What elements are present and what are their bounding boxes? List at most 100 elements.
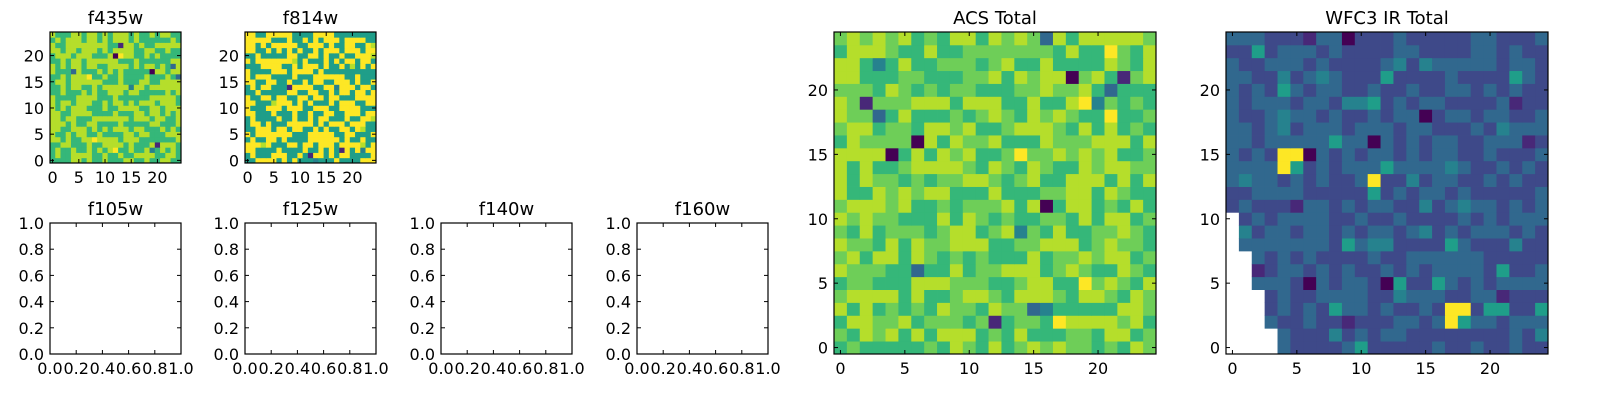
heatmap-cell — [271, 126, 277, 132]
heatmap-cell — [355, 89, 361, 96]
heatmap-cell — [911, 147, 925, 162]
heatmap-cell — [133, 73, 140, 80]
heatmap-cell — [1001, 238, 1015, 252]
heatmap-cell — [107, 136, 114, 143]
heatmap-cell — [271, 79, 277, 85]
heatmap-cell — [65, 32, 72, 38]
heatmap-cell — [55, 142, 61, 148]
heatmap-cell — [962, 302, 977, 316]
heatmap-cell — [107, 52, 114, 59]
heatmap-cell — [86, 121, 93, 127]
heatmap-cell — [76, 79, 82, 85]
heatmap-cell — [65, 152, 72, 159]
heatmap-cell — [988, 263, 1002, 278]
heatmap-cell — [149, 52, 156, 59]
heatmap-cell — [1130, 263, 1144, 278]
heatmap-cell — [1470, 83, 1484, 97]
heatmap-cell — [1117, 147, 1131, 162]
heatmap-cell — [360, 47, 366, 54]
heatmap-cell — [1290, 263, 1304, 278]
heatmap-cell — [102, 84, 109, 91]
heatmap-cell — [1104, 315, 1118, 329]
heatmap-cell — [170, 115, 177, 122]
heatmap-cell — [318, 84, 324, 91]
heatmap-cell — [328, 37, 335, 43]
x-tick-label: 0.4 — [677, 359, 702, 378]
heatmap-cell — [86, 47, 93, 54]
heatmap-cell — [255, 152, 262, 159]
heatmap-cell — [60, 94, 67, 101]
heatmap-cell — [1143, 341, 1157, 355]
heatmap-cell — [276, 79, 283, 85]
heatmap-cell — [1091, 250, 1105, 265]
heatmap-cell — [1290, 83, 1304, 97]
heatmap-cell — [911, 315, 925, 329]
heatmap-cell — [165, 115, 171, 122]
heatmap-cell — [1040, 135, 1054, 149]
heatmap-cell — [949, 32, 964, 46]
heatmap-cell — [949, 225, 964, 239]
heatmap-cell — [250, 136, 256, 143]
heatmap-cell — [859, 135, 874, 149]
heatmap-cell — [1078, 147, 1092, 162]
heatmap-cell — [949, 276, 964, 290]
heatmap-cell — [102, 105, 109, 111]
heatmap-cell — [91, 126, 98, 132]
heatmap-cell — [1419, 57, 1433, 72]
y-tick-label: 0.4 — [19, 293, 44, 312]
heatmap-cell — [1264, 289, 1278, 303]
heatmap-cell — [1065, 302, 1080, 316]
heatmap-cell — [1065, 263, 1080, 278]
heatmap-cell — [107, 115, 114, 122]
heatmap-cell — [1535, 225, 1549, 239]
heatmap-cell — [859, 96, 874, 110]
heatmap-cell — [255, 94, 262, 101]
heatmap-cell — [154, 58, 161, 64]
heatmap-cell — [323, 126, 330, 132]
heatmap-cell — [1341, 225, 1356, 239]
heatmap-cell — [859, 57, 874, 72]
heatmap-cell — [281, 52, 288, 59]
heatmap-cell — [97, 100, 103, 106]
heatmap-cell — [872, 341, 886, 355]
heatmap-cell — [50, 147, 56, 153]
heatmap-cell — [1367, 173, 1381, 187]
heatmap-cell — [834, 147, 848, 162]
heatmap-cell — [1303, 250, 1317, 265]
heatmap-cell — [245, 68, 251, 75]
heatmap-cell — [1522, 250, 1536, 265]
heatmap-cell — [1329, 57, 1343, 72]
heatmap-cell — [1014, 199, 1028, 213]
heatmap-cell — [1354, 212, 1369, 226]
heatmap-cell — [334, 84, 340, 91]
heatmap-cell — [165, 142, 171, 148]
heatmap-cell — [911, 83, 925, 97]
heatmap-cell — [1264, 57, 1278, 72]
heatmap-cell — [165, 37, 171, 43]
heatmap-cell — [328, 157, 335, 164]
heatmap-cell — [97, 37, 103, 43]
heatmap-cell — [1393, 341, 1407, 355]
heatmap-cell — [1522, 70, 1536, 84]
heatmap-cell — [344, 121, 351, 127]
heatmap-cell — [1509, 122, 1523, 136]
heatmap-cell — [123, 58, 129, 64]
heatmap-cell — [276, 152, 283, 159]
heatmap-cell — [1065, 70, 1080, 84]
heatmap-cell — [834, 44, 848, 59]
heatmap-cell — [318, 126, 324, 132]
heatmap-cell — [949, 263, 964, 278]
heatmap-cell — [160, 94, 166, 101]
heatmap-cell — [1535, 135, 1549, 149]
heatmap-cell — [1290, 70, 1304, 84]
heatmap-cell — [318, 52, 324, 59]
heatmap-cell — [1014, 173, 1028, 187]
heatmap-cell — [1419, 32, 1433, 46]
heatmap-cell — [1303, 70, 1317, 84]
heatmap-cell — [1341, 70, 1356, 84]
heatmap-cell — [260, 142, 267, 148]
heatmap-cell — [250, 37, 256, 43]
heatmap-cell — [1341, 315, 1356, 329]
heatmap-cell — [1380, 263, 1394, 278]
heatmap-cell — [297, 110, 304, 117]
